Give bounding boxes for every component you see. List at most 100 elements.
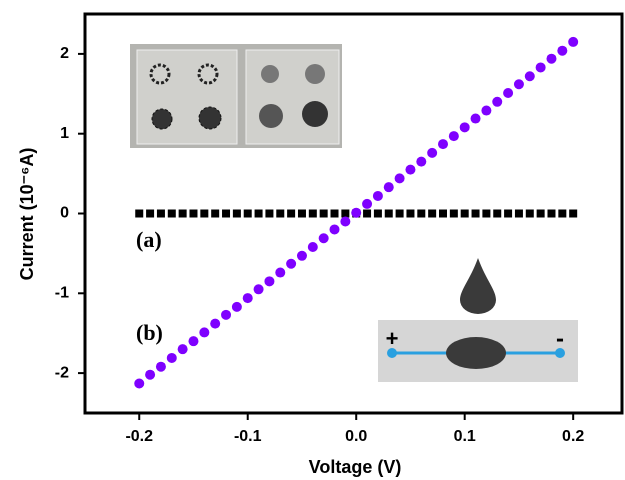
point	[179, 210, 187, 218]
point	[222, 210, 230, 218]
point	[134, 378, 144, 388]
point	[449, 131, 459, 141]
y-tick-label: -2	[55, 364, 69, 381]
point	[525, 71, 535, 81]
point	[146, 210, 154, 218]
photo-inset	[130, 44, 342, 148]
point	[481, 106, 491, 116]
point	[298, 210, 306, 218]
point	[362, 199, 372, 209]
point	[243, 293, 253, 303]
point	[275, 268, 285, 278]
y-tick-label: 1	[60, 125, 69, 142]
x-tick-label: 0.0	[345, 428, 367, 445]
point	[471, 114, 481, 124]
point	[276, 210, 284, 218]
point	[167, 353, 177, 363]
point	[557, 46, 567, 56]
point	[396, 210, 404, 218]
point	[558, 210, 566, 218]
point	[428, 210, 436, 218]
point	[504, 210, 512, 218]
y-tick-label: 2	[60, 45, 69, 62]
point	[351, 208, 361, 218]
point	[492, 97, 502, 107]
point	[460, 122, 470, 132]
point	[568, 37, 578, 47]
point	[363, 210, 371, 218]
point	[385, 210, 393, 218]
point	[416, 157, 426, 167]
point	[286, 259, 296, 269]
y-tick-label: 0	[60, 205, 69, 222]
point	[374, 210, 382, 218]
point	[547, 210, 555, 218]
point	[178, 344, 188, 354]
point	[417, 210, 425, 218]
x-tick-label: -0.2	[125, 428, 153, 445]
point	[503, 88, 513, 98]
x-tick-label: -0.1	[234, 428, 262, 445]
point	[319, 233, 329, 243]
point	[395, 173, 405, 183]
point	[536, 62, 546, 72]
annotation: (a)	[136, 227, 162, 252]
x-tick-label: 0.1	[454, 428, 476, 445]
point	[188, 336, 198, 346]
point	[340, 216, 350, 226]
point	[199, 327, 209, 337]
x-tick-label: 0.2	[562, 428, 584, 445]
point	[233, 210, 241, 218]
point	[297, 251, 307, 261]
point	[439, 210, 447, 218]
point	[200, 210, 208, 218]
point	[210, 319, 220, 329]
point	[157, 210, 165, 218]
point	[526, 210, 534, 218]
y-tick-label: -1	[55, 285, 69, 302]
point	[546, 54, 556, 64]
point	[254, 284, 264, 294]
point	[189, 210, 197, 218]
point	[255, 210, 263, 218]
annotation: (b)	[136, 320, 163, 345]
point	[493, 210, 501, 218]
point	[427, 148, 437, 158]
point	[406, 210, 414, 218]
point	[450, 210, 458, 218]
point	[244, 210, 252, 218]
point	[320, 210, 328, 218]
point	[168, 210, 176, 218]
point	[145, 370, 155, 380]
droplet-diagram	[378, 258, 578, 382]
annotation: -	[556, 325, 564, 352]
point	[341, 210, 349, 218]
point	[264, 276, 274, 286]
point	[569, 210, 577, 218]
y-axis-title: Current (10⁻⁶A)	[17, 148, 37, 281]
point	[211, 210, 219, 218]
point	[232, 302, 242, 312]
point	[287, 210, 295, 218]
point	[537, 210, 545, 218]
point	[515, 210, 523, 218]
point	[461, 210, 469, 218]
point	[156, 362, 166, 372]
point	[330, 224, 340, 234]
point	[373, 191, 383, 201]
x-axis-title: Voltage (V)	[309, 457, 402, 477]
point	[514, 79, 524, 89]
point	[265, 210, 273, 218]
annotation: +	[386, 326, 399, 351]
point	[438, 139, 448, 149]
chart: (a) (b) + - Voltage (V) Current (10⁻⁶A) …	[0, 0, 625, 480]
point	[331, 210, 339, 218]
point	[472, 210, 480, 218]
point	[405, 165, 415, 175]
point	[309, 210, 317, 218]
point	[221, 310, 231, 320]
point	[135, 210, 143, 218]
point	[308, 242, 318, 252]
point	[384, 182, 394, 192]
point	[482, 210, 490, 218]
